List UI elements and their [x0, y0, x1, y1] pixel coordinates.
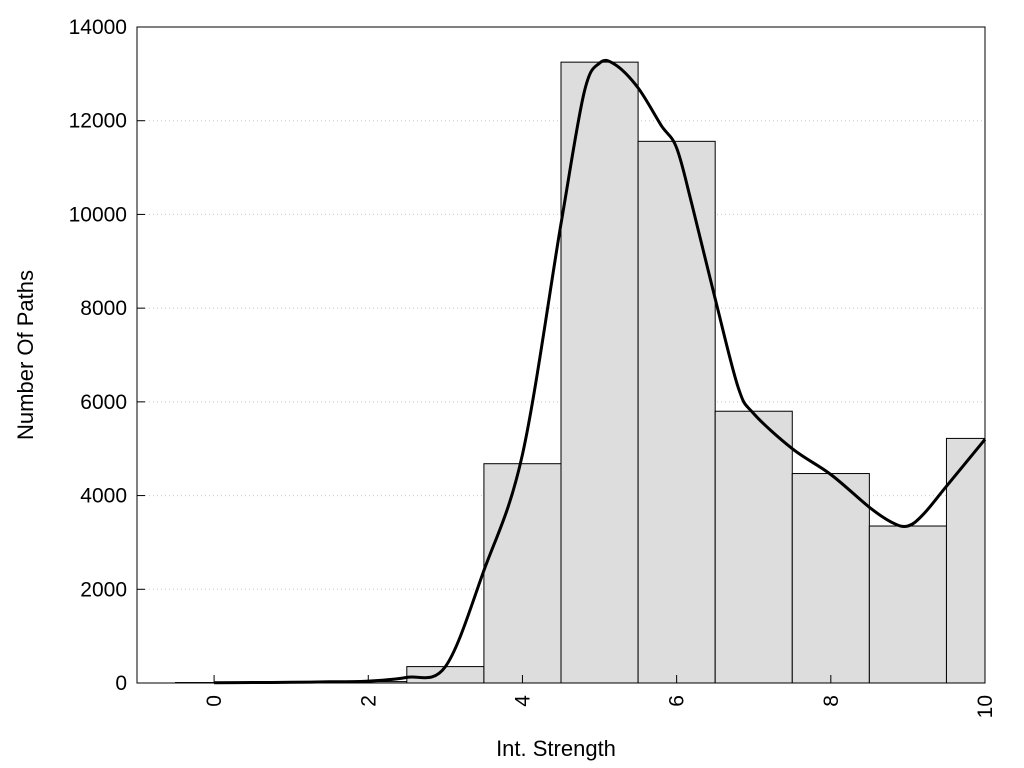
histogram-bar: [791, 473, 870, 684]
density-curve-line: [214, 58, 987, 685]
y-tick-label: 8000: [80, 297, 127, 320]
histogram-bar: [714, 410, 793, 684]
histogram-bar: [868, 525, 947, 684]
x-tick-label: 6: [666, 695, 689, 707]
x-axis-title: Int. Strength: [496, 736, 616, 761]
y-tick-label: 2000: [80, 578, 127, 601]
x-tick-label: 0: [203, 695, 226, 707]
y-tick-label: 6000: [80, 391, 127, 414]
histogram-bar: [945, 437, 986, 684]
y-tick-label: 4000: [80, 485, 127, 508]
x-tick-label: 4: [511, 695, 534, 707]
x-tick-label: 10: [974, 695, 997, 718]
histogram-bar: [637, 140, 716, 684]
density-curve: [214, 58, 987, 685]
y-tick-label: 10000: [69, 203, 127, 226]
x-tick-label: 2: [357, 695, 380, 707]
y-tick-label: 14000: [69, 16, 127, 39]
y-axis-ticks: 0 2000 4000 6000 8000 10000 12000 14000: [69, 16, 145, 695]
plot-frame: [136, 26, 986, 684]
x-tick-label: 8: [820, 695, 843, 707]
histogram-bar: [483, 463, 562, 684]
x-axis-ticks: 0 2 4 6 8 10: [203, 675, 997, 718]
y-axis-title: Number Of Paths: [13, 270, 38, 440]
y-tick-label: 0: [115, 672, 127, 695]
y-tick-label: 12000: [69, 110, 127, 133]
histogram-bars: [175, 61, 986, 684]
